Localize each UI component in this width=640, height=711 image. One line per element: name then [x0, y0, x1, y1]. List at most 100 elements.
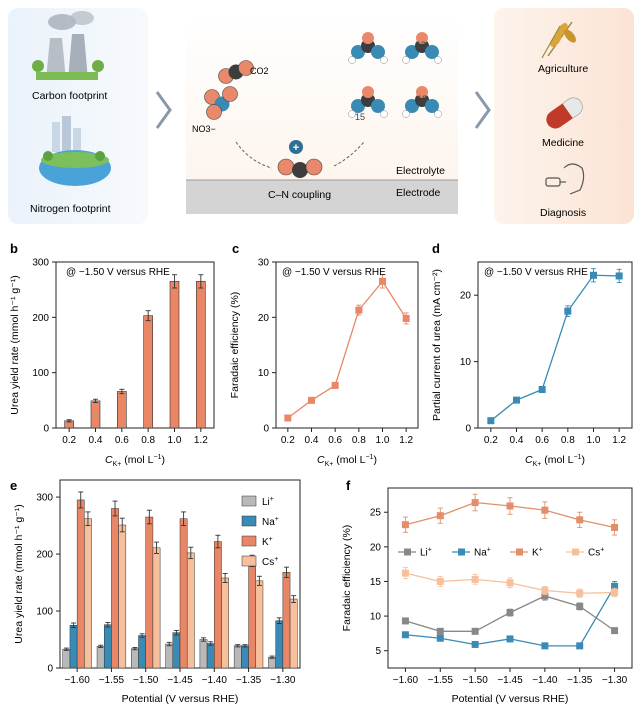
y-tick-label: 300 [36, 493, 53, 504]
legend-label: Li+ [262, 496, 274, 508]
y-tick-label: 300 [32, 258, 49, 269]
legend-label: Na+ [474, 547, 491, 559]
data-point [538, 385, 546, 393]
data-point [590, 271, 597, 279]
bar [255, 580, 264, 669]
y-tick-label: 10 [460, 357, 472, 368]
series [401, 493, 619, 536]
panel-letter-e: e [10, 478, 17, 493]
data-point [402, 314, 410, 322]
bar [241, 645, 249, 669]
legend-label: Cs+ [262, 556, 278, 568]
diagnosis-label: Diagnosis [540, 207, 586, 219]
data-point [506, 635, 514, 643]
x-tick-label: −1.50 [462, 675, 488, 686]
cn-coupling-label: C–N coupling [268, 189, 331, 201]
data-point [611, 589, 619, 597]
carbon-footprint-label: Carbon footprint [32, 90, 107, 102]
data-point [487, 417, 495, 425]
urea-molecule [402, 32, 442, 64]
y-tick-label: 200 [32, 313, 49, 324]
legend-label: Na+ [262, 516, 279, 528]
y-tick-label: 10 [370, 612, 382, 623]
x-tick-label: −1.35 [236, 675, 262, 686]
bar [186, 552, 195, 669]
data-point [611, 627, 619, 635]
condition-annotation: @ −1.50 V versus RHE [66, 267, 170, 278]
bar [214, 541, 222, 669]
data-point [284, 414, 292, 422]
x-tick-label: −1.60 [393, 675, 419, 686]
urea-molecule [348, 86, 388, 118]
x-tick-label: 0.4 [510, 435, 524, 446]
wheat-icon [541, 21, 576, 59]
legend-label: K+ [532, 547, 543, 559]
data-point [471, 575, 479, 583]
data-point [615, 272, 623, 280]
diagnosis-icon [545, 163, 585, 195]
bar [221, 577, 229, 669]
data-point [611, 523, 619, 531]
y-tick-label: 20 [460, 291, 472, 302]
bar [103, 624, 112, 669]
x-tick-label: 1.2 [194, 435, 208, 446]
y-axis-label: Partial current of urea (mA cm⁻²) [431, 269, 443, 421]
data-point [471, 499, 479, 507]
data-point [436, 627, 444, 635]
urea-molecule [402, 86, 442, 118]
y-tick-label: 100 [32, 368, 49, 379]
legend-label: K+ [262, 536, 273, 548]
isotope-18-label: 18 [417, 94, 427, 104]
data-point [471, 640, 479, 648]
data-point [541, 506, 549, 514]
bar [117, 391, 127, 429]
legend-marker [458, 548, 465, 556]
bar [69, 625, 78, 669]
plus-icon: + [293, 142, 299, 154]
bar [248, 560, 257, 669]
legend-swatch [241, 495, 257, 507]
series [401, 567, 619, 598]
x-tick-label: −1.50 [133, 675, 159, 686]
panel-letter-d: d [432, 241, 440, 256]
y-tick-label: 10 [258, 368, 270, 379]
chart-d: d 0 10 20 Partial current of urea (mA cm⁻²) 0… [431, 241, 633, 468]
y-axis-label: Urea yield rate (mmol h⁻¹ g⁻¹) [13, 504, 25, 643]
series-line [490, 274, 620, 422]
bar [90, 400, 101, 429]
series-line [287, 280, 407, 419]
x-tick-label: 1.2 [399, 435, 413, 446]
y-tick-label: 15 [370, 577, 382, 588]
x-tick-label: 0.2 [484, 435, 498, 446]
x-axis-label: CK+ (mol L−1) [525, 454, 585, 468]
data-point [436, 512, 444, 520]
reaction-arrow [333, 141, 365, 167]
y-axis-label: Faradaic efficiency (%) [341, 525, 353, 632]
bar [282, 572, 291, 669]
data-point [576, 589, 584, 597]
y-axis-label: Urea yield rate (mmol h⁻¹ g⁻¹) [9, 275, 21, 414]
legend-swatch [241, 555, 257, 567]
x-axis-label: CK+ (mol L−1) [317, 454, 377, 468]
bar [84, 518, 92, 669]
bar [62, 648, 71, 669]
x-tick-label: 0.4 [305, 435, 319, 446]
bar [179, 518, 188, 669]
x-tick-label: 0.6 [328, 435, 342, 446]
bar [111, 508, 119, 669]
co2-molecule [218, 60, 254, 84]
no3-label: NO3− [192, 124, 216, 134]
x-tick-label: 0.2 [281, 435, 295, 446]
data-point [436, 577, 444, 585]
x-tick-label: −1.40 [202, 675, 228, 686]
electrode-layer [186, 180, 458, 214]
bar [199, 639, 208, 669]
x-tick-label: −1.40 [532, 675, 558, 686]
y-tick-label: 5 [375, 646, 381, 657]
data-point [541, 586, 549, 594]
bar [131, 648, 139, 669]
legend-swatch [241, 535, 257, 547]
data-point [564, 307, 572, 315]
